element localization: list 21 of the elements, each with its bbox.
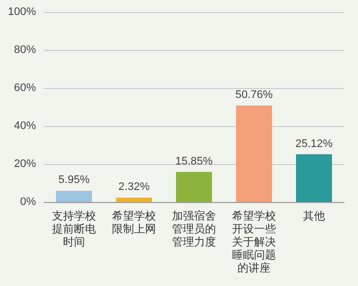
data-label: 15.85%: [175, 155, 213, 168]
x-tick-label: 其他: [303, 210, 325, 222]
bar: [296, 154, 332, 202]
data-label: 25.12%: [295, 138, 333, 150]
y-tick-label: 100%: [8, 6, 36, 18]
y-tick-label: 60%: [14, 82, 36, 94]
x-tick-label: 希望学校开设一些关于解决睡眠问题的讲座: [232, 210, 276, 274]
bar: [236, 106, 272, 202]
x-tick-label: 支持学校提前断电时间: [52, 210, 96, 248]
data-label: 50.76%: [235, 89, 273, 102]
data-label: 5.95%: [58, 174, 90, 186]
x-tick-label: 加强宿舍管理员的管理力度: [172, 210, 216, 248]
y-tick-label: 80%: [14, 44, 36, 56]
y-tick-label: 20%: [14, 158, 36, 170]
x-tick-label: 希望学校限制上网: [112, 210, 156, 236]
bar: [56, 190, 92, 202]
bar: [176, 172, 212, 202]
bar: [116, 198, 152, 202]
data-label: 2.32%: [118, 181, 150, 194]
y-tick-label: 40%: [14, 120, 36, 132]
y-tick-label: 0%: [20, 196, 36, 208]
